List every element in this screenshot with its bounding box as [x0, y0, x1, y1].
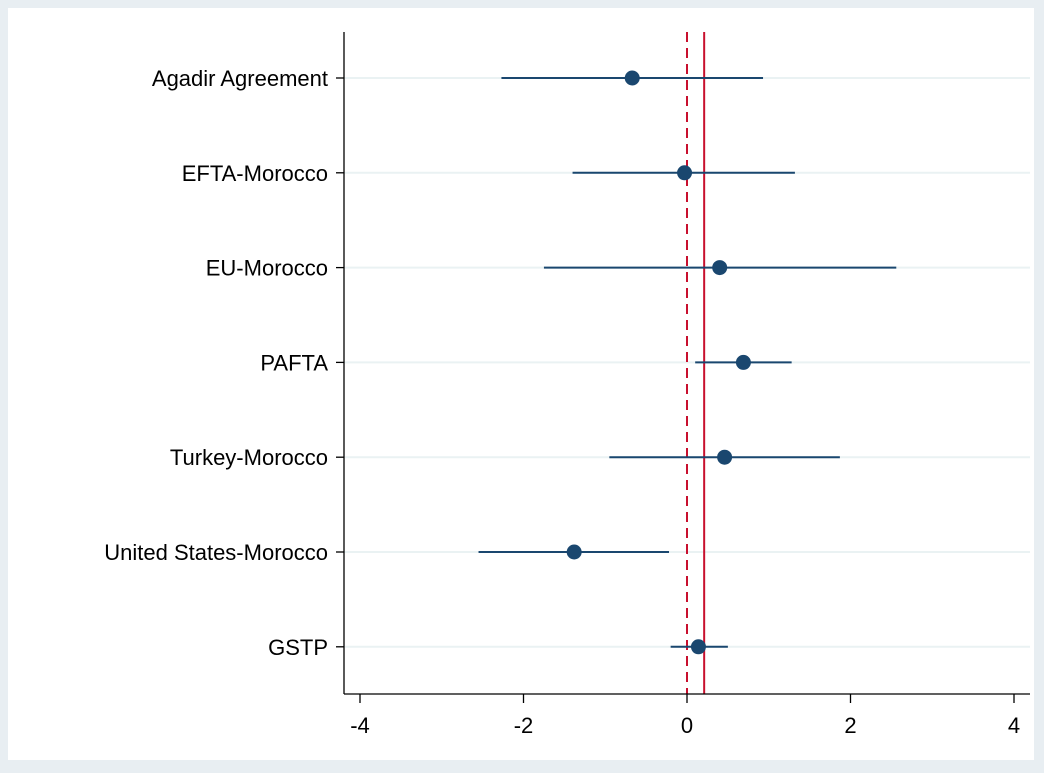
x-tick-label: -4 [350, 713, 370, 738]
estimate-point [677, 165, 693, 181]
y-tick-label: PAFTA [260, 350, 328, 375]
estimate-point [690, 639, 706, 655]
x-tick-label: 4 [1008, 713, 1020, 738]
x-tick-label: -2 [514, 713, 534, 738]
x-tick-labels: -4 -2 0 2 4 [350, 694, 1020, 738]
plot-area [8, 8, 1034, 760]
estimate-point [712, 260, 728, 276]
x-tick-label: 2 [844, 713, 856, 738]
y-tick-label: EU-Morocco [206, 256, 328, 281]
estimate-point [717, 449, 733, 465]
estimate-points [566, 70, 751, 655]
estimate-point [624, 70, 640, 86]
y-tick-labels: Agadir Agreement EFTA-Morocco EU-Morocco PA… [104, 66, 344, 660]
x-tick-label: 0 [681, 713, 693, 738]
y-tick-label: Turkey-Morocco [170, 445, 328, 470]
y-tick-label: United States-Morocco [104, 540, 328, 565]
estimate-point [735, 354, 751, 370]
y-tick-label: Agadir Agreement [152, 66, 328, 91]
y-tick-label: EFTA-Morocco [182, 161, 328, 186]
estimate-point [566, 544, 582, 560]
y-tick-label: GSTP [268, 635, 328, 660]
